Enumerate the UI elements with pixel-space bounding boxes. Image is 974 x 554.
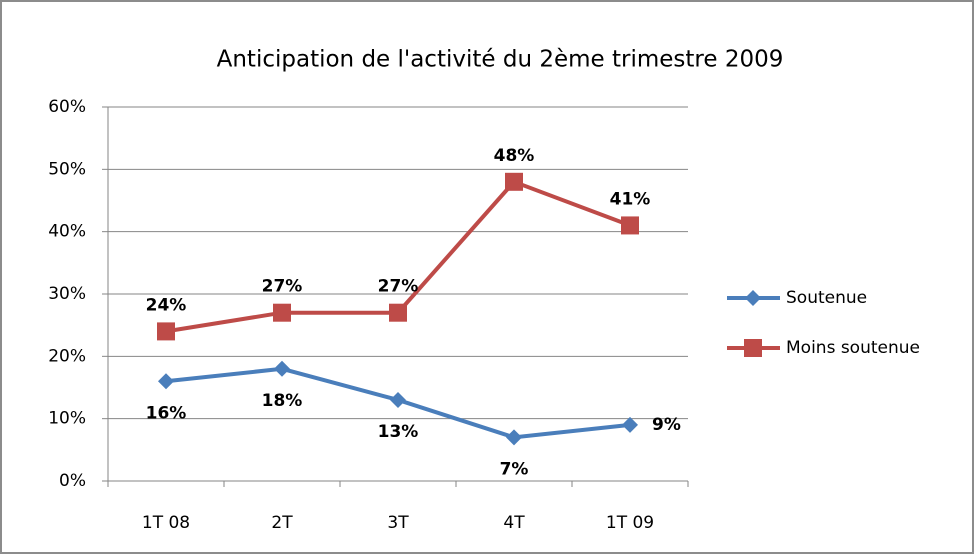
x-tick-label: 1T 08 xyxy=(142,513,190,533)
legend-label: Moins soutenue xyxy=(786,338,920,358)
y-tick-label: 30% xyxy=(48,284,86,304)
point xyxy=(274,360,290,377)
point xyxy=(621,216,639,235)
data-label: 41% xyxy=(610,189,651,209)
y-tick-label: 0% xyxy=(59,471,86,491)
y-tick-label: 40% xyxy=(48,222,86,242)
y-tick-label: 50% xyxy=(48,159,86,179)
data-label: 7% xyxy=(500,459,529,479)
data-label: 27% xyxy=(262,277,303,297)
x-tick-label: 2T xyxy=(271,513,293,533)
point xyxy=(273,303,291,322)
point xyxy=(622,416,638,433)
y-tick-label: 60% xyxy=(48,97,86,117)
point xyxy=(389,303,407,322)
data-label: 27% xyxy=(378,277,419,297)
point xyxy=(390,391,406,408)
y-tick-label: 20% xyxy=(48,346,86,366)
y-tick-label: 10% xyxy=(48,409,86,429)
point xyxy=(506,429,522,446)
point xyxy=(505,172,523,191)
data-label: 9% xyxy=(652,415,681,435)
legend-label: Soutenue xyxy=(786,288,867,308)
data-label: 16% xyxy=(146,403,187,423)
data-label: 13% xyxy=(378,422,419,442)
x-tick-label: 3T xyxy=(387,513,409,533)
point xyxy=(157,322,175,341)
legend-marker xyxy=(745,290,761,306)
data-label: 18% xyxy=(262,391,303,411)
data-label: 48% xyxy=(494,146,535,166)
chart-title: Anticipation de l'activité du 2ème trime… xyxy=(217,47,784,73)
legend-marker xyxy=(744,339,762,357)
x-tick-label: 4T xyxy=(503,513,525,533)
x-tick-label: 1T 09 xyxy=(606,513,654,533)
data-label: 24% xyxy=(146,295,187,315)
point xyxy=(158,373,174,390)
